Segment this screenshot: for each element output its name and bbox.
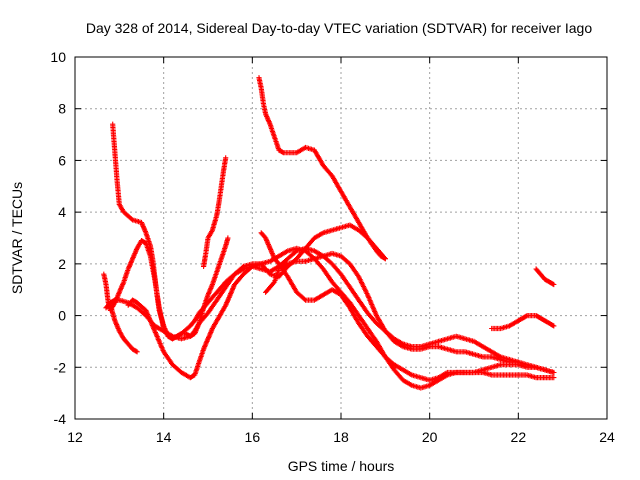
- grid: [75, 57, 607, 419]
- y-tick-label: 8: [58, 101, 66, 117]
- x-tick-label: 16: [245, 429, 261, 445]
- data-point-markers: [533, 266, 557, 288]
- data-point-markers: [107, 302, 140, 355]
- data-series-track-6: [107, 302, 140, 355]
- x-tick-label: 22: [511, 429, 527, 445]
- data-series-track-10: [489, 313, 557, 332]
- y-axis-title: SDTVAR / TECUs: [9, 182, 25, 294]
- y-tick-label: -4: [54, 411, 67, 427]
- x-tick-label: 14: [156, 429, 172, 445]
- data-point-markers: [489, 313, 557, 332]
- data-series-track-2: [201, 155, 229, 269]
- chart-title: Day 328 of 2014, Sidereal Day-to-day VTE…: [86, 20, 593, 36]
- data-series-track-11: [533, 266, 557, 288]
- x-tick-label: 12: [67, 429, 83, 445]
- data-point-markers: [263, 250, 521, 365]
- x-tick-label: 18: [333, 429, 349, 445]
- plot-frame: [74, 56, 608, 420]
- y-tick-label: 4: [58, 204, 66, 220]
- y-tick-label: 0: [58, 308, 66, 324]
- data-series-track-7: [125, 222, 388, 381]
- data-point-markers: [125, 222, 388, 381]
- y-tick-label: -2: [54, 359, 67, 375]
- data-point-markers: [201, 155, 229, 269]
- x-tick-label: 20: [422, 429, 438, 445]
- x-tick-label: 24: [599, 429, 615, 445]
- data-series-track-9: [263, 250, 521, 365]
- x-axis-title: GPS time / hours: [288, 458, 395, 474]
- data-series: [101, 75, 557, 391]
- y-tick-label: 6: [58, 152, 66, 168]
- y-tick-label: 2: [58, 256, 66, 272]
- y-tick-label: 10: [50, 49, 66, 65]
